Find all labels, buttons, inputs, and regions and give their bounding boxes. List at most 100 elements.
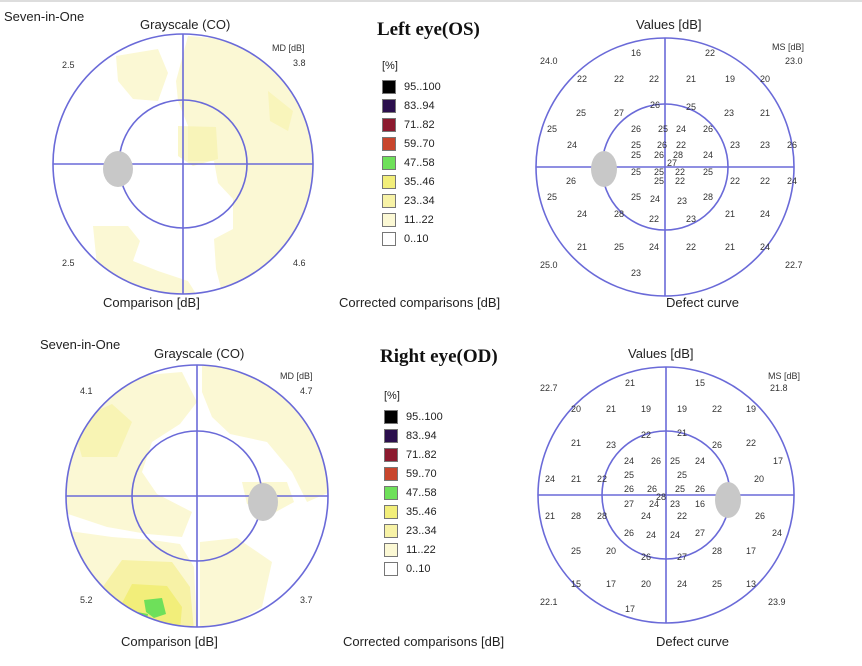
od-grayscale-plot xyxy=(65,364,329,628)
os-ms-corner-tl: 24.0 xyxy=(540,56,558,66)
od-ms-corner-br: 23.9 xyxy=(768,597,786,607)
threshold-value: 26 xyxy=(695,484,705,494)
threshold-value: 24 xyxy=(646,530,656,540)
os-ms-corner-br: 22.7 xyxy=(785,260,803,270)
od-md-label: MD [dB] xyxy=(280,371,313,381)
os-legend-row: 23..34 xyxy=(382,191,441,210)
threshold-value: 24 xyxy=(703,150,713,160)
threshold-value: 22 xyxy=(677,511,687,521)
threshold-value: 17 xyxy=(625,604,635,614)
threshold-value: 25 xyxy=(686,102,696,112)
threshold-value: 25 xyxy=(670,456,680,466)
od-ms-corner-tl: 22.7 xyxy=(540,383,558,393)
os-ms-corner-tr: 23.0 xyxy=(785,56,803,66)
threshold-value: 21 xyxy=(545,511,555,521)
threshold-value: 25 xyxy=(571,546,581,556)
threshold-value: 22 xyxy=(705,48,715,58)
threshold-value: 21 xyxy=(571,438,581,448)
threshold-value: 28 xyxy=(597,511,607,521)
threshold-value: 20 xyxy=(571,404,581,414)
os-legend-swatch xyxy=(382,136,396,151)
threshold-value: 19 xyxy=(725,74,735,84)
os-legend-row: 71..82 xyxy=(382,115,441,134)
threshold-value: 24 xyxy=(670,530,680,540)
od-legend-swatch xyxy=(384,428,398,443)
os-grayscale-title: Grayscale (CO) xyxy=(140,17,231,32)
od-legend-unit: [%] xyxy=(384,390,400,402)
threshold-value: 24 xyxy=(567,140,577,150)
threshold-value: 21 xyxy=(725,242,735,252)
os-md-label: MD [dB] xyxy=(272,43,305,53)
threshold-value: 24 xyxy=(760,209,770,219)
threshold-value: 26 xyxy=(654,150,664,160)
od-legend-swatch xyxy=(384,542,398,557)
threshold-value: 23 xyxy=(730,140,740,150)
od-legend-row: 0..10 xyxy=(384,559,443,578)
os-md-corner-br: 4.6 xyxy=(293,258,306,268)
os-values-title: Values [dB] xyxy=(636,17,702,32)
threshold-value: 24 xyxy=(695,456,705,466)
od-comparison-label: Comparison [dB] xyxy=(121,634,218,649)
threshold-value: 24 xyxy=(624,456,634,466)
threshold-value: 25 xyxy=(576,108,586,118)
threshold-value: 21 xyxy=(606,404,616,414)
os-legend-row: 35..46 xyxy=(382,172,441,191)
os-legend-row: 0..10 xyxy=(382,229,441,248)
os-md-corner-tr: 3.8 xyxy=(293,58,306,68)
threshold-value: 15 xyxy=(571,579,581,589)
od-legend-row: 71..82 xyxy=(384,445,443,464)
od-defect-curve-label: Defect curve xyxy=(656,634,729,649)
threshold-value: 23 xyxy=(606,440,616,450)
os-legend-unit: [%] xyxy=(382,60,398,72)
od-legend-row: 47..58 xyxy=(384,483,443,502)
od-legend-row: 11..22 xyxy=(384,540,443,559)
threshold-value: 22 xyxy=(649,214,659,224)
threshold-value: 25 xyxy=(703,167,713,177)
threshold-value: 19 xyxy=(641,404,651,414)
os-seven-in-one-label: Seven-in-One xyxy=(4,9,85,24)
threshold-value: 22 xyxy=(597,474,607,484)
od-corrected-comparisons-label: Corrected comparisons [dB] xyxy=(343,634,505,649)
threshold-value: 25 xyxy=(677,470,687,480)
threshold-value: 16 xyxy=(695,499,705,509)
threshold-value: 24 xyxy=(649,242,659,252)
threshold-value: 16 xyxy=(631,48,641,58)
od-ms-corner-tr: 21.8 xyxy=(770,383,788,393)
threshold-value: 24 xyxy=(641,511,651,521)
threshold-value: 24 xyxy=(677,579,687,589)
od-legend-swatch xyxy=(384,561,398,576)
threshold-value: 27 xyxy=(677,552,687,562)
od-values-plot: 21 15 20 21 19 19 22 19 21 23 22 21 26 22 24 26 25 24 17 24… xyxy=(537,366,795,624)
threshold-value: 22 xyxy=(614,74,624,84)
od-legend-row: 35..46 xyxy=(384,502,443,521)
threshold-value: 25 xyxy=(631,150,641,160)
od-ms-label: MS [dB] xyxy=(768,371,801,381)
od-md-corner-tr: 4.7 xyxy=(300,386,313,396)
threshold-value: 23 xyxy=(686,214,696,224)
od-blind-spot xyxy=(248,483,278,521)
threshold-value: 25 xyxy=(675,484,685,494)
threshold-value: 23 xyxy=(760,140,770,150)
threshold-value: 28 xyxy=(614,209,624,219)
threshold-value: 22 xyxy=(675,176,685,186)
threshold-value: 23 xyxy=(670,499,680,509)
threshold-value: 26 xyxy=(712,440,722,450)
od-md-corner-bl: 5.2 xyxy=(80,595,93,605)
threshold-value: 23 xyxy=(677,196,687,206)
threshold-value: 17 xyxy=(773,456,783,466)
os-legend-row: 59..70 xyxy=(382,134,441,153)
threshold-value: 22 xyxy=(675,167,685,177)
threshold-value: 23 xyxy=(724,108,734,118)
threshold-value: 26 xyxy=(631,124,641,134)
threshold-value: 25 xyxy=(614,242,624,252)
threshold-value: 25 xyxy=(654,176,664,186)
threshold-value: 24 xyxy=(650,194,660,204)
os-blind-spot xyxy=(103,151,133,187)
threshold-value: 25 xyxy=(547,192,557,202)
threshold-value: 20 xyxy=(754,474,764,484)
threshold-value: 17 xyxy=(746,546,756,556)
od-legend-row: 83..94 xyxy=(384,426,443,445)
threshold-value: 26 xyxy=(650,100,660,110)
threshold-value: 28 xyxy=(656,492,666,502)
